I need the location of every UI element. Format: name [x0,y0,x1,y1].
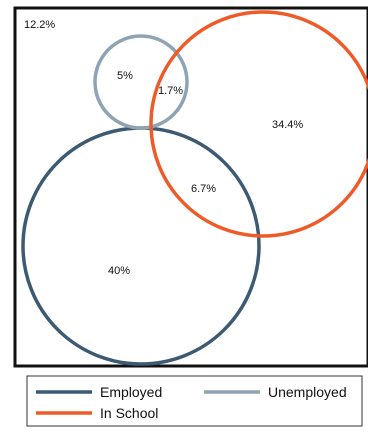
legend-label-unemployed: Unemployed [268,384,347,400]
universe-frame [13,6,368,368]
employed-in-school-label: 6.7% [191,183,216,195]
unemployed-only-label: 5% [117,70,133,82]
in-school-circle [149,10,368,238]
employed-only-label: 40% [108,265,130,277]
legend-label-employed: Employed [100,384,162,400]
legend-box [26,375,363,427]
legend-label-in-school: In School [100,405,158,421]
in-school-only-label: 34.4% [272,119,303,131]
unemployed-circle [93,34,189,130]
outside-label: 12.2% [24,19,55,31]
unemployed-in-school-label: 1.7% [158,85,183,97]
